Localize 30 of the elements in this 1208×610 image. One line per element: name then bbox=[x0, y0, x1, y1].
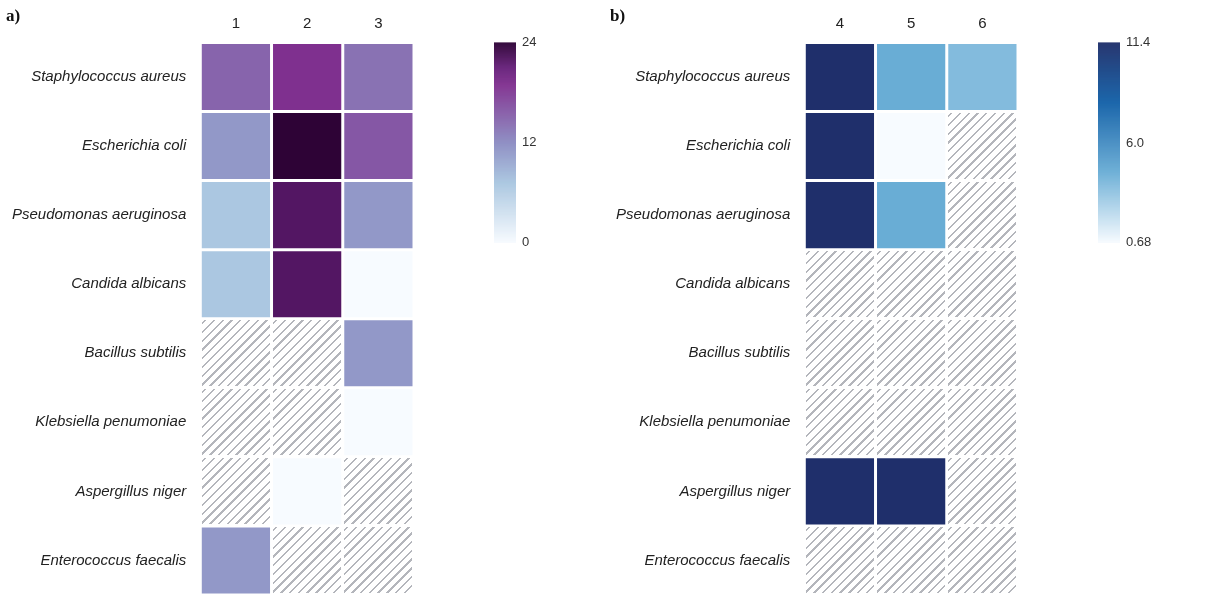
x-tick-label: 1 bbox=[231, 13, 241, 31]
y-tick-label: Bacillus subtilis bbox=[688, 343, 791, 361]
y-tick-label: Bacillus subtilis bbox=[84, 343, 187, 361]
y-tick-label: Pseudomonas aeruginosa bbox=[615, 205, 791, 223]
y-tick-label: Escherichia coli bbox=[82, 136, 187, 154]
y-tick-label: Enterococcus faecalis bbox=[644, 550, 791, 568]
text: a) bbox=[6, 5, 21, 25]
y-tick-label: Enterococcus faecalis bbox=[40, 550, 187, 568]
y-tick-label: Escherichia coli bbox=[686, 136, 791, 154]
y-tick-label: Pseudomonas aeruginosa bbox=[11, 205, 187, 223]
text: b) bbox=[610, 5, 626, 25]
x-tick-label: 6 bbox=[978, 13, 987, 31]
y-tick-label: Klebsiella penumoniae bbox=[639, 412, 791, 430]
color-bar-label: 0 bbox=[522, 233, 530, 249]
x-tick-label: 3 bbox=[374, 13, 383, 31]
color-bar-label: 6.0 bbox=[1126, 134, 1145, 150]
y-tick-label: Candida albicans bbox=[71, 274, 187, 292]
y-tick-label: Aspergillus niger bbox=[74, 481, 188, 499]
x-tick-label: 5 bbox=[906, 13, 916, 31]
color-bar-label: 12 bbox=[522, 133, 537, 149]
color-bar-label: 0.68 bbox=[1126, 233, 1152, 249]
y-tick-label: Candida albicans bbox=[675, 274, 791, 292]
y-tick-label: Staphylococcus aureus bbox=[31, 67, 187, 85]
y-tick-label: Aspergillus niger bbox=[678, 481, 792, 499]
y-tick-label: Staphylococcus aureus bbox=[635, 67, 791, 85]
x-tick-label: 4 bbox=[835, 13, 845, 31]
color-bar-label: 24 bbox=[522, 33, 537, 49]
x-tick-label: 2 bbox=[302, 13, 312, 31]
color-bar-label: 11.4 bbox=[1126, 33, 1151, 49]
y-tick-label: Klebsiella penumoniae bbox=[35, 412, 187, 430]
